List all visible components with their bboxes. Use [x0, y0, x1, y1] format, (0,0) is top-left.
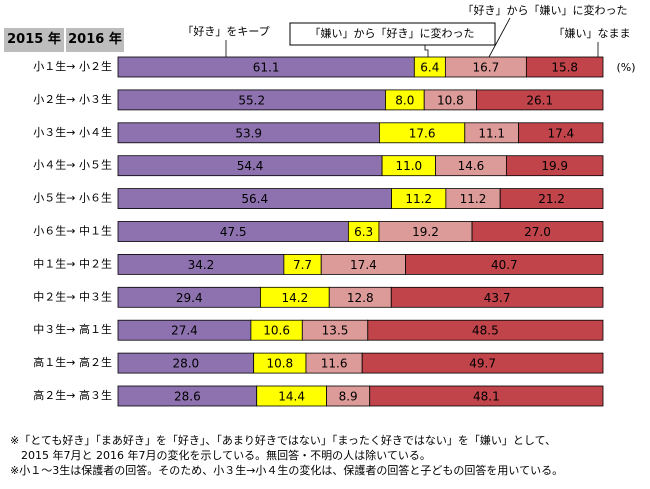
bar-segment: [525, 56, 604, 78]
legend-pointer: [424, 45, 429, 57]
unit-label: (%): [616, 61, 635, 74]
data-label: 11.2: [460, 192, 487, 206]
data-label: 14.6: [458, 159, 485, 173]
category-label: 小５生→ 小６生: [33, 191, 112, 205]
bar-segment: [499, 188, 604, 210]
data-label: 54.4: [237, 159, 264, 173]
category-label: 小６生→ 中１生: [33, 224, 112, 238]
data-label: 28.0: [172, 357, 199, 371]
data-label: 19.9: [541, 159, 568, 173]
data-label: 21.2: [538, 192, 565, 206]
data-label: 19.2: [412, 225, 439, 239]
category-label: 中１生→ 中２生: [33, 256, 112, 270]
data-label: 17.4: [350, 258, 377, 272]
bar-segment: [471, 221, 604, 242]
footnote-1: ※「とても好き」「まあ好き」を「好き」、「あまり好きではない」「まったく好きでは…: [10, 434, 557, 447]
data-label: 40.7: [491, 258, 518, 272]
data-label: 53.9: [235, 126, 262, 140]
data-label: 61.1: [253, 61, 280, 75]
bar-segment: [505, 155, 604, 177]
footnote-2: 2015 年7月と 2016 年7月の変化を示している。無回答・不明の人は除いて…: [10, 449, 431, 462]
category-label: 小４生→ 小５生: [33, 158, 112, 172]
data-label: 26.1: [526, 93, 553, 107]
data-label: 48.1: [473, 390, 500, 404]
bar-segment: [367, 319, 604, 341]
data-label: 11.1: [478, 126, 505, 140]
data-label: 11.6: [321, 357, 348, 371]
data-label: 7.7: [293, 258, 312, 272]
legend-pointer: [488, 17, 511, 58]
data-label: 12.8: [347, 291, 374, 305]
year-2016-header: 2016 年: [66, 28, 124, 52]
data-label: 11.2: [405, 192, 432, 206]
bar-segment: [405, 253, 604, 275]
data-label: 49.7: [469, 357, 496, 371]
data-label: 28.6: [174, 390, 201, 404]
data-label: 17.4: [547, 126, 574, 140]
data-label: 29.4: [176, 291, 203, 305]
footnote-3: ※小１～3生は保護者の回答。そのため、小３生→小４生の変化は、保護者の回答と子ど…: [10, 464, 564, 477]
data-label: 47.5: [220, 225, 247, 239]
data-label: 8.9: [339, 390, 358, 404]
data-label: 15.8: [551, 61, 578, 75]
data-label: 43.7: [484, 291, 511, 305]
data-label: 48.5: [472, 324, 499, 338]
data-label: 10.8: [266, 357, 293, 371]
category-label: 小１生→ 小２生: [33, 59, 112, 73]
data-label: 8.0: [395, 93, 414, 107]
data-label: 10.6: [263, 324, 290, 338]
data-label: 27.0: [524, 225, 551, 239]
year-2015-header: 2015 年: [4, 28, 64, 52]
data-label: 10.8: [437, 93, 464, 107]
data-label: 17.6: [409, 126, 436, 140]
data-label: 27.4: [171, 324, 198, 338]
data-label: 56.4: [241, 192, 268, 206]
data-label: 11.0: [395, 159, 422, 173]
bar-segment: [361, 352, 604, 374]
data-label: 6.3: [354, 225, 373, 239]
bar-segment: [476, 89, 604, 111]
data-label: 14.4: [278, 390, 305, 404]
bar-segment: [390, 286, 604, 308]
category-label: 中２生→ 中３生: [33, 289, 112, 303]
category-label: 高２生→ 高３生: [33, 388, 112, 402]
data-label: 13.5: [322, 324, 349, 338]
legend-dislike-to-like: 「嫌い」から「好き」に変わった: [310, 26, 475, 40]
legend-keep-dislike: 「嫌い」なまま: [554, 26, 631, 40]
bar-segment: [369, 385, 604, 407]
category-label: 小２生→ 小３生: [33, 92, 112, 106]
legend-keep-like: 「好き」をキープ: [182, 24, 269, 38]
data-label: 55.2: [238, 93, 265, 107]
data-label: 16.7: [473, 61, 500, 75]
category-label: 高１生→ 高２生: [33, 355, 112, 369]
bar-segment: [518, 122, 604, 144]
data-label: 6.4: [420, 61, 439, 75]
data-label: 34.2: [188, 258, 215, 272]
category-label: 小３生→ 小４生: [33, 125, 112, 139]
category-label: 中３生→ 高１生: [33, 322, 112, 336]
legend-box: [289, 22, 496, 46]
legend-like-to-dislike: 「好き」から「嫌い」に変わった: [463, 3, 628, 17]
data-label: 14.2: [281, 291, 308, 305]
